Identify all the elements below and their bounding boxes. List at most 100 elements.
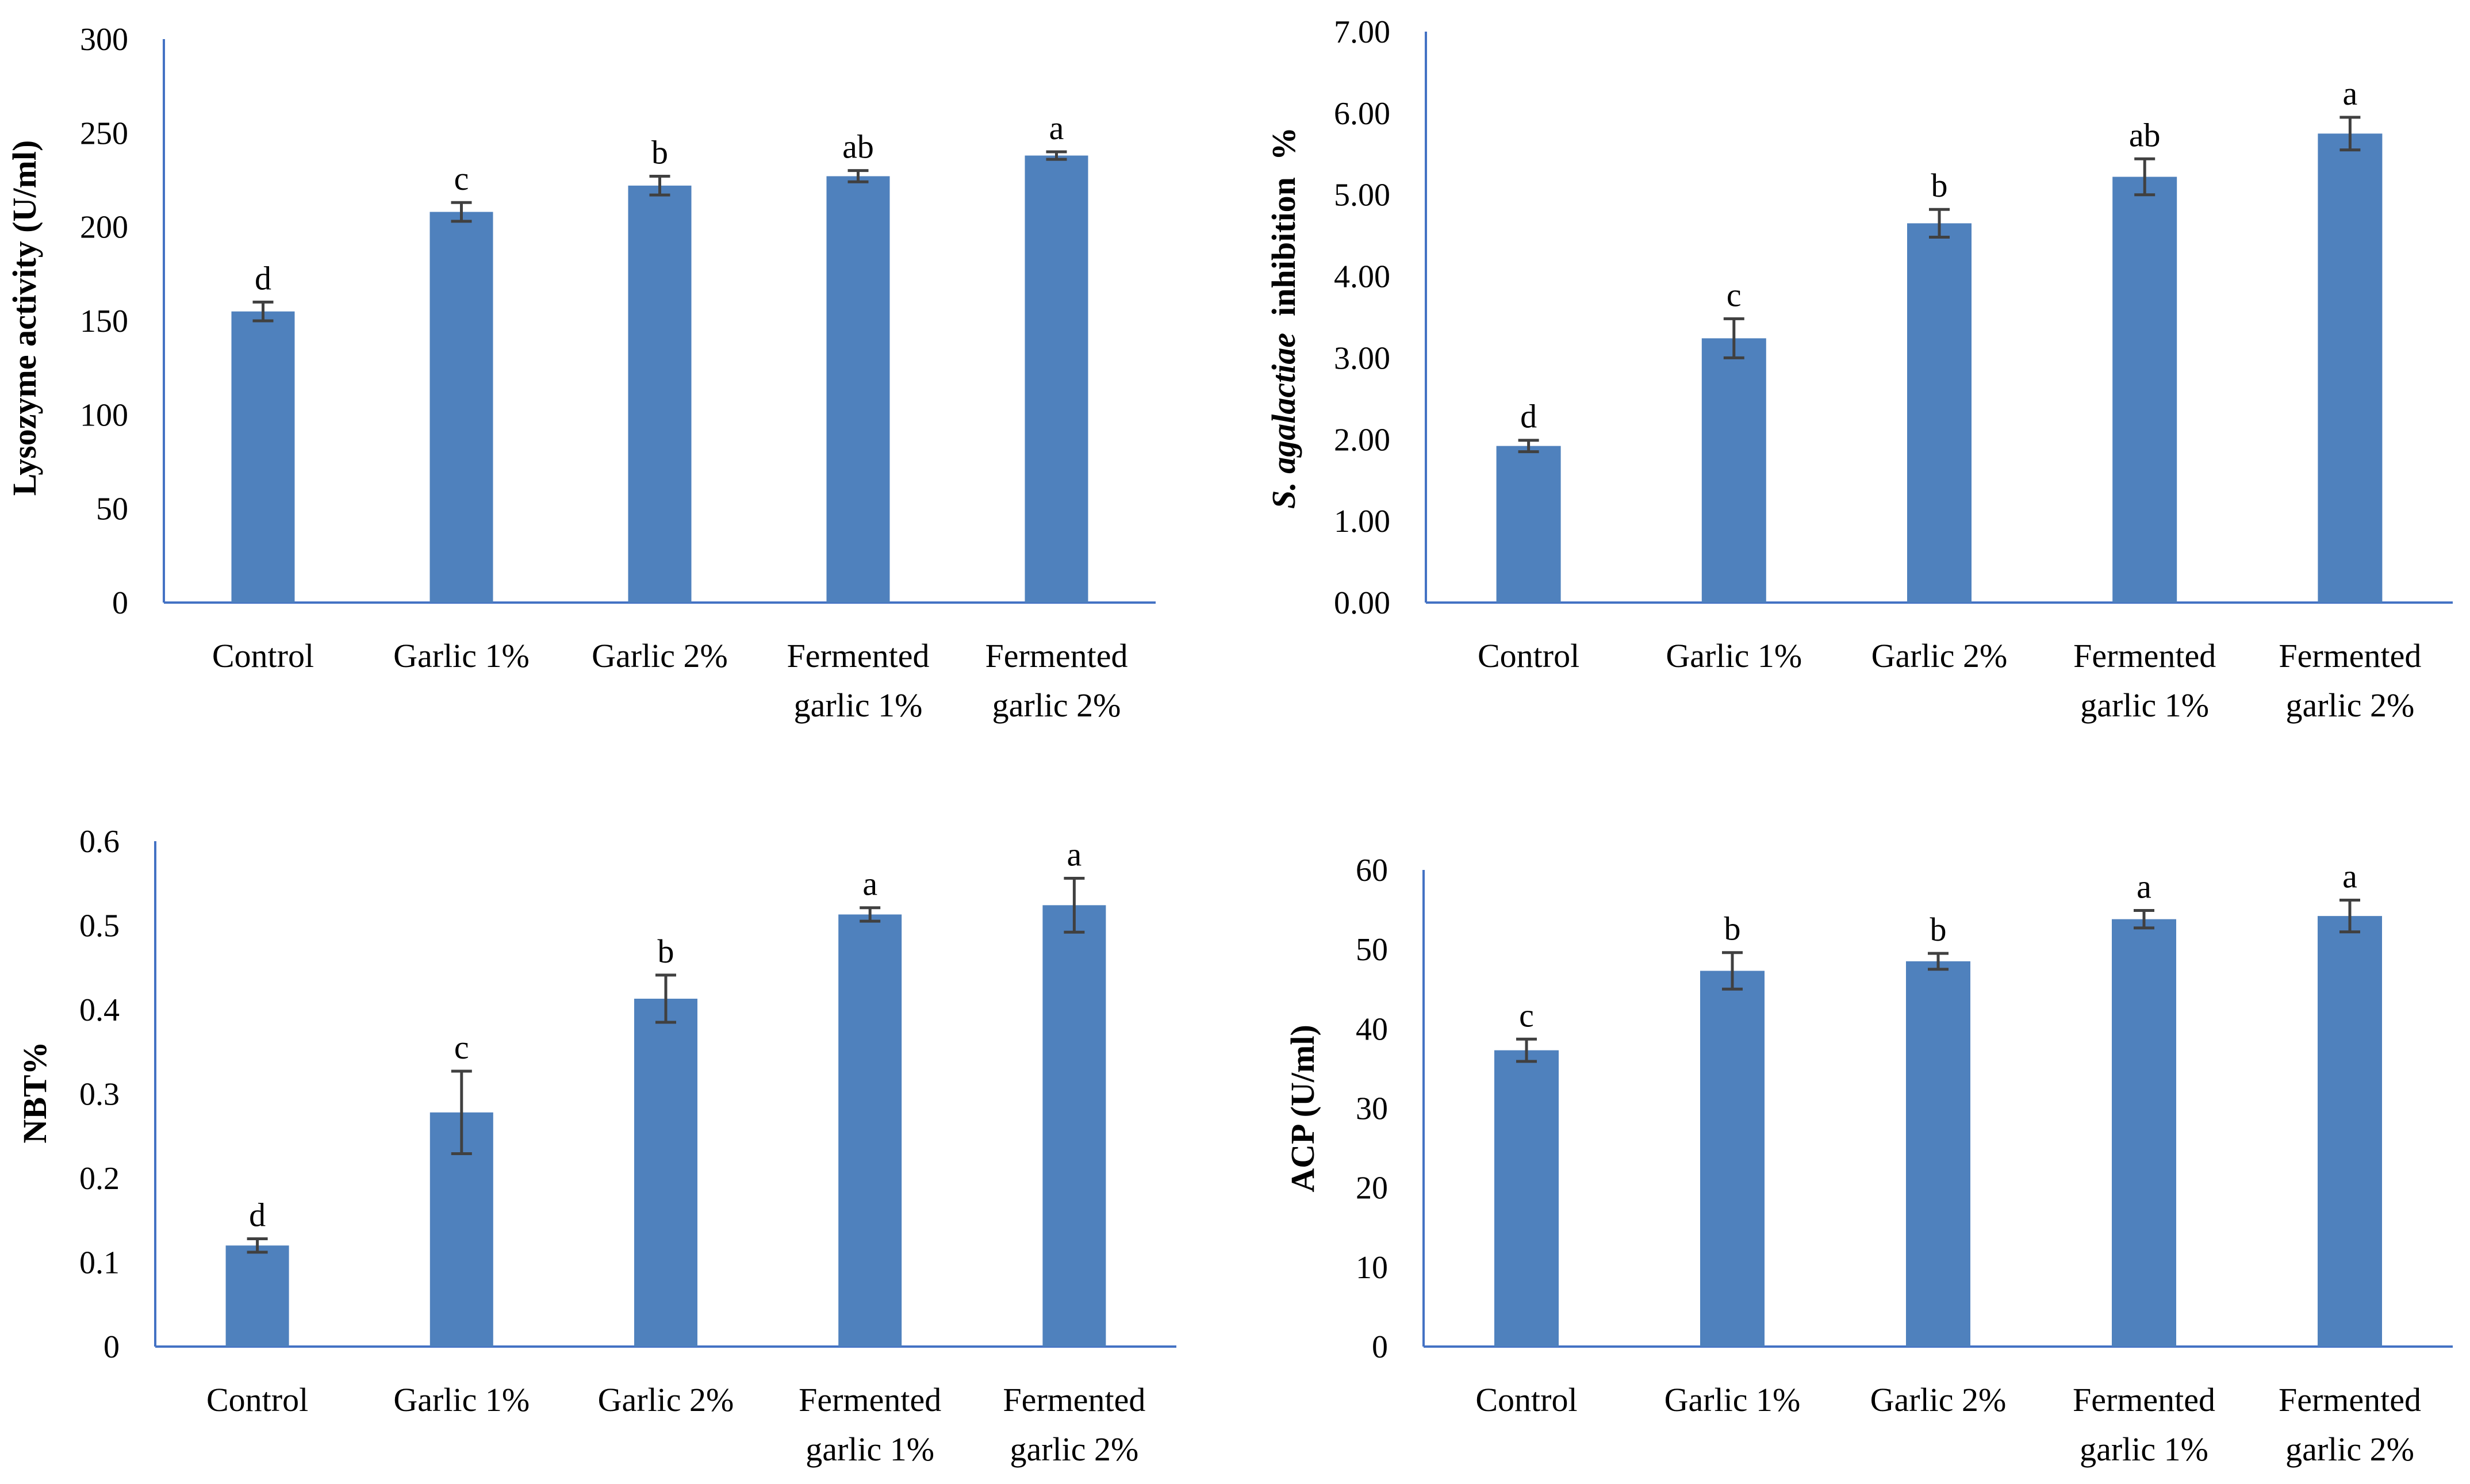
y-tick-label: 6.00: [1334, 96, 1390, 132]
significance-letter: ab: [842, 128, 874, 166]
y-tick-label: 200: [80, 210, 128, 246]
x-tick-label: Fermented: [2279, 637, 2421, 674]
x-tick-label: garlic 1%: [806, 1431, 934, 1468]
x-tick-label: Garlic 1%: [1664, 1381, 1801, 1418]
x-tick-label: Control: [212, 637, 314, 674]
bar-4: [2112, 177, 2177, 603]
y-tick-label: 5.00: [1334, 178, 1390, 213]
x-tick-label: garlic 1%: [2080, 687, 2209, 724]
x-tick-label: Control: [1478, 637, 1579, 674]
error-bar-4: [860, 906, 881, 923]
x-tick-label: Control: [1475, 1381, 1577, 1418]
y-tick-label: 0: [1372, 1329, 1388, 1365]
bar-3: [628, 185, 692, 603]
chart-panel-1: 0 50 100 150 200 250 300 Lysozyme activity (U/m…: [6, 22, 1156, 724]
bar-4: [2112, 919, 2176, 1347]
significance-letter: b: [1724, 910, 1741, 948]
x-tick-label: Garlic 1%: [393, 1381, 530, 1418]
error-bar-4: [2134, 908, 2154, 930]
bar-1: [1494, 1050, 1559, 1347]
bar-3: [1907, 223, 1972, 603]
y-axis-label: Lysozyme activity (U/ml): [6, 140, 43, 496]
significance-letter: a: [862, 865, 877, 903]
y-tick-label: 20: [1356, 1171, 1388, 1206]
y-tick-label: 150: [80, 304, 128, 339]
x-tick-label: Fermented: [2279, 1381, 2421, 1418]
bar-5: [1025, 155, 1088, 603]
x-tick-label: Control: [206, 1381, 308, 1418]
error-bar-1: [247, 1237, 268, 1254]
y-tick-label: 60: [1356, 853, 1388, 888]
x-tick-label: Garlic 2%: [1870, 1381, 2007, 1418]
x-tick-label: garlic 2%: [992, 687, 1121, 724]
y-tick-label: 2.00: [1334, 422, 1390, 458]
y-tick-label: 0: [103, 1329, 120, 1365]
y-tick-label: 0.2: [79, 1161, 120, 1197]
y-tick-label: 4.00: [1334, 259, 1390, 295]
significance-letter: a: [1067, 835, 1082, 873]
significance-letter: c: [1727, 276, 1742, 313]
significance-letter: d: [249, 1196, 266, 1233]
error-bar-1: [252, 300, 274, 323]
y-axis-label: NBT%: [16, 1041, 53, 1143]
y-tick-label: 1.00: [1334, 504, 1390, 539]
error-bar-5: [1064, 876, 1085, 934]
x-tick-label: garlic 2%: [2285, 687, 2414, 724]
y-tick-label: 7.00: [1334, 14, 1390, 50]
significance-letter: a: [1049, 109, 1064, 147]
y-tick-label: 0.6: [79, 824, 120, 860]
error-bar-5: [1046, 150, 1067, 161]
x-tick-label: Fermented: [2073, 1381, 2215, 1418]
y-tick-label: 3.00: [1334, 340, 1390, 376]
bar-4: [826, 176, 890, 603]
chart-panel-4: 0 10 20 30 40 50 60 ACP (U/ml) c Control b Garlic 1…: [1284, 853, 2453, 1468]
y-axis-label-part: inhibition %: [1265, 127, 1302, 333]
y-tick-label: 0: [112, 585, 128, 621]
y-tick-label: 10: [1356, 1250, 1388, 1286]
bar-5: [2318, 133, 2383, 603]
y-tick-label: 250: [80, 116, 128, 151]
y-axis-label: ACP (U/ml): [1284, 1025, 1321, 1192]
error-bar-4: [2134, 157, 2156, 197]
error-bar-2: [451, 201, 472, 223]
significance-letter: a: [2137, 868, 2151, 905]
significance-letter: b: [651, 133, 668, 171]
x-tick-label: garlic 2%: [1010, 1431, 1138, 1468]
error-bar-2: [1722, 951, 1743, 991]
x-tick-label: Fermented: [2073, 637, 2216, 674]
x-tick-label: Fermented: [799, 1381, 941, 1418]
x-tick-label: Garlic 1%: [393, 637, 530, 674]
significance-letter: c: [1519, 996, 1534, 1034]
bar-5: [1042, 905, 1106, 1347]
bar-3: [1906, 961, 1970, 1347]
error-bar-2: [1723, 317, 1744, 359]
significance-letter: ab: [2129, 116, 2161, 154]
bar-1: [225, 1245, 289, 1347]
significance-letter: b: [1930, 911, 1947, 948]
bar-5: [2318, 916, 2382, 1347]
chart-panel-2: 0.00 1.00 2.00 3.00 4.00 5.00 6.00 7.00 S. agala…: [1265, 14, 2453, 724]
x-tick-label: garlic 1%: [2080, 1431, 2208, 1468]
chart-panel-3: 0 0.1 0.2 0.3 0.4 0.5 0.6 NBT% d Control c Garlic 1…: [16, 824, 1176, 1468]
significance-letter: d: [1520, 398, 1537, 435]
bar-1: [231, 311, 295, 603]
y-tick-label: 40: [1356, 1011, 1388, 1047]
x-tick-label: garlic 2%: [2285, 1431, 2414, 1468]
x-tick-label: Fermented: [1003, 1381, 1145, 1418]
error-bar-3: [655, 973, 676, 1024]
bar-4: [838, 914, 902, 1347]
y-tick-label: 50: [1356, 932, 1388, 968]
significance-letter: a: [2343, 75, 2358, 112]
error-bar-1: [1518, 439, 1539, 454]
y-tick-label: 300: [80, 22, 128, 57]
significance-letter: b: [658, 933, 674, 970]
x-tick-label: Garlic 2%: [598, 1381, 734, 1418]
y-tick-label: 0.00: [1334, 585, 1390, 621]
y-tick-label: 0.5: [79, 908, 120, 944]
significance-letter: c: [454, 1029, 469, 1066]
y-tick-label: 30: [1356, 1091, 1388, 1127]
y-tick-label: 100: [80, 397, 128, 433]
error-bar-5: [2339, 116, 2361, 152]
x-tick-label: Garlic 2%: [1871, 637, 2008, 674]
